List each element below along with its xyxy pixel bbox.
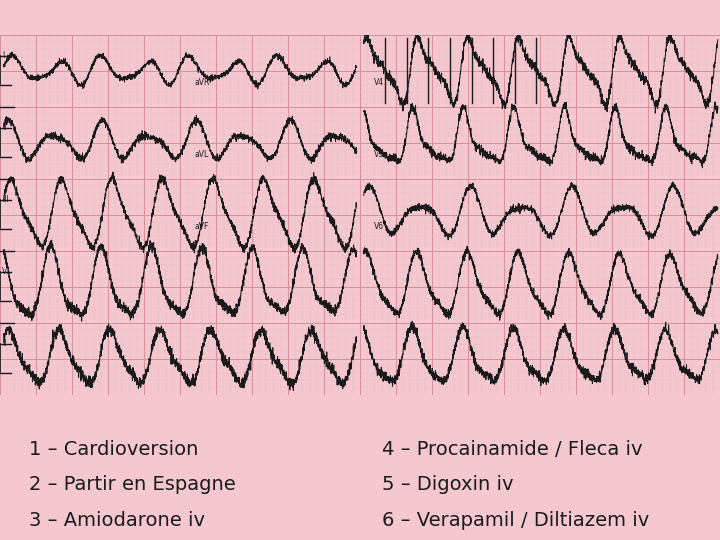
Text: 3 – Amiodarone iv: 3 – Amiodarone iv bbox=[29, 511, 204, 530]
Text: V1: V1 bbox=[2, 267, 12, 276]
Text: 2 – Partir en Espagne: 2 – Partir en Espagne bbox=[29, 475, 235, 494]
Text: V4: V4 bbox=[374, 78, 384, 87]
Text: 6 – Verapamil / Diltiazem iv: 6 – Verapamil / Diltiazem iv bbox=[382, 511, 649, 530]
Text: aVL: aVL bbox=[194, 150, 209, 159]
Text: II: II bbox=[2, 339, 6, 348]
Text: V6: V6 bbox=[374, 222, 384, 231]
Text: 1 – Cardioversion: 1 – Cardioversion bbox=[29, 440, 198, 458]
Text: I: I bbox=[2, 51, 4, 60]
Text: aVR: aVR bbox=[194, 78, 210, 87]
Text: III: III bbox=[2, 195, 9, 204]
Text: aVF: aVF bbox=[194, 222, 209, 231]
Text: 4 – Procainamide / Fleca iv: 4 – Procainamide / Fleca iv bbox=[382, 440, 642, 458]
Text: II: II bbox=[2, 123, 6, 132]
Text: V5: V5 bbox=[374, 150, 384, 159]
Text: 5 – Digoxin iv: 5 – Digoxin iv bbox=[382, 475, 513, 494]
